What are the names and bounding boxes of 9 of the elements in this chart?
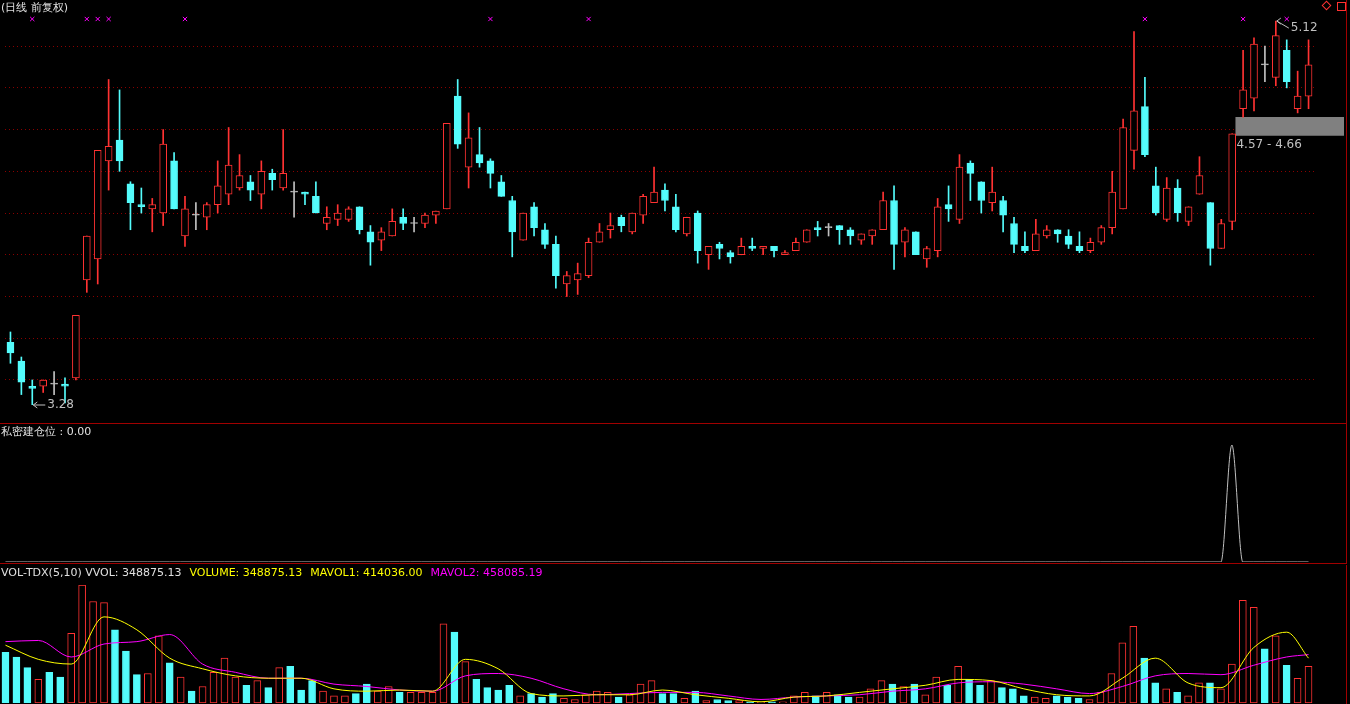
- annotation: 5.12: [1290, 20, 1318, 35]
- text: MAVOL1: 414036.00: [310, 566, 423, 579]
- chart-title: VOL-TDX(5,10) VVOL: 348875.13: [1, 566, 182, 579]
- chart-title: (日线 前复权): [1, 1, 69, 14]
- text: VOLUME: 348875.13: [189, 566, 303, 579]
- chart-title: 私密建仓位 : 0.00: [1, 425, 92, 438]
- text: MAVOL2: 458085.19: [430, 566, 543, 579]
- band-label: 4.57 - 4.66: [1236, 136, 1302, 151]
- annotation: 3.28: [47, 397, 74, 412]
